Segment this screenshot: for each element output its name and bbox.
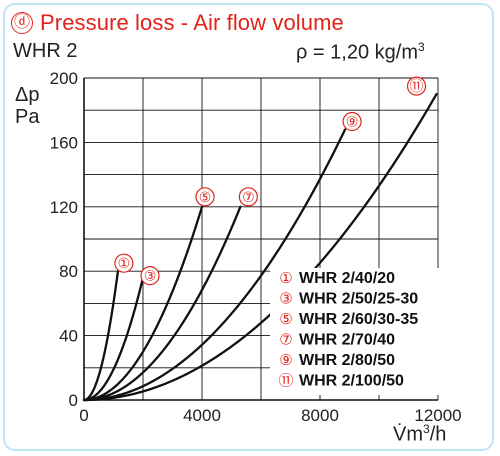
air-density-label: ρ = 1,20 kg/m3 bbox=[296, 40, 425, 65]
legend-marker: ⑤ bbox=[279, 310, 292, 328]
curve-marker-circle bbox=[140, 266, 160, 286]
curve-line bbox=[82, 276, 145, 402]
y-tick-label: 200 bbox=[50, 69, 78, 88]
legend-label: WHR 2/60/30-35 bbox=[299, 311, 418, 328]
x-tick-label: 12000 bbox=[414, 406, 461, 425]
curve-marker-label: ⑦ bbox=[242, 190, 255, 206]
curve-marker-label: ③ bbox=[144, 269, 157, 285]
legend-label: WHR 2/40/20 bbox=[299, 270, 395, 287]
curve-marker-circle bbox=[114, 253, 134, 273]
legend-label: WHR 2/70/40 bbox=[299, 332, 395, 349]
y-axis-symbol: Δp bbox=[15, 84, 40, 106]
legend-label: WHR 2/80/50 bbox=[299, 352, 395, 369]
curve-marker-circle bbox=[195, 187, 215, 207]
chart-title: Pressure loss - Air flow volume bbox=[40, 10, 344, 35]
y-tick-label: 40 bbox=[59, 327, 78, 346]
curve-marker-label: ⑪ bbox=[410, 79, 424, 95]
x-axis-unit-suffix: /h bbox=[429, 423, 447, 446]
legend-label: WHR 2/50/25-30 bbox=[299, 291, 418, 308]
curve-marker-circle bbox=[342, 111, 362, 132]
legend-marker: ⑦ bbox=[279, 331, 292, 349]
density-text: ρ = 1,20 kg/m bbox=[296, 41, 418, 64]
chart-header: ⓓ Pressure loss - Air flow volume bbox=[11, 8, 344, 38]
x-axis-unit: V̇m3/h bbox=[393, 422, 446, 447]
y-axis-unit: Δp Pa bbox=[15, 84, 39, 128]
y-tick-label: 80 bbox=[59, 262, 78, 281]
legend-label: WHR 2/100/50 bbox=[299, 373, 404, 390]
legend-marker: ⑪ bbox=[278, 372, 293, 390]
curve-line bbox=[82, 92, 438, 402]
x-axis-unit-exponent: 3 bbox=[423, 422, 430, 436]
x-tick-label: 0 bbox=[79, 406, 88, 425]
curve-marker-circle bbox=[406, 76, 427, 96]
y-tick-label: 120 bbox=[50, 198, 78, 217]
curve-line bbox=[82, 205, 204, 402]
density-exponent: 3 bbox=[418, 40, 425, 54]
x-tick-label: 4000 bbox=[183, 406, 221, 425]
curve-marker-label: ① bbox=[118, 256, 131, 272]
section-badge: ⓓ bbox=[11, 12, 33, 34]
curve-line bbox=[82, 270, 120, 402]
model-label: WHR 2 bbox=[13, 40, 78, 62]
legend-marker: ③ bbox=[279, 290, 292, 308]
curve-line bbox=[82, 205, 242, 402]
x-tick-label: 8000 bbox=[301, 406, 339, 425]
legend-marker: ① bbox=[279, 269, 292, 287]
curve-marker-label: ⑤ bbox=[199, 190, 212, 206]
curve-line bbox=[82, 128, 347, 402]
curve-marker-label: ⑨ bbox=[346, 115, 359, 131]
y-axis-unit-label: Pa bbox=[15, 106, 40, 128]
legend-marker: ⑨ bbox=[279, 351, 292, 369]
curve-marker-circle bbox=[238, 187, 258, 207]
y-tick-label: 0 bbox=[69, 391, 78, 410]
legend-background bbox=[270, 268, 448, 395]
y-tick-label: 160 bbox=[50, 133, 78, 152]
x-axis-unit-text: V̇m bbox=[393, 423, 423, 446]
